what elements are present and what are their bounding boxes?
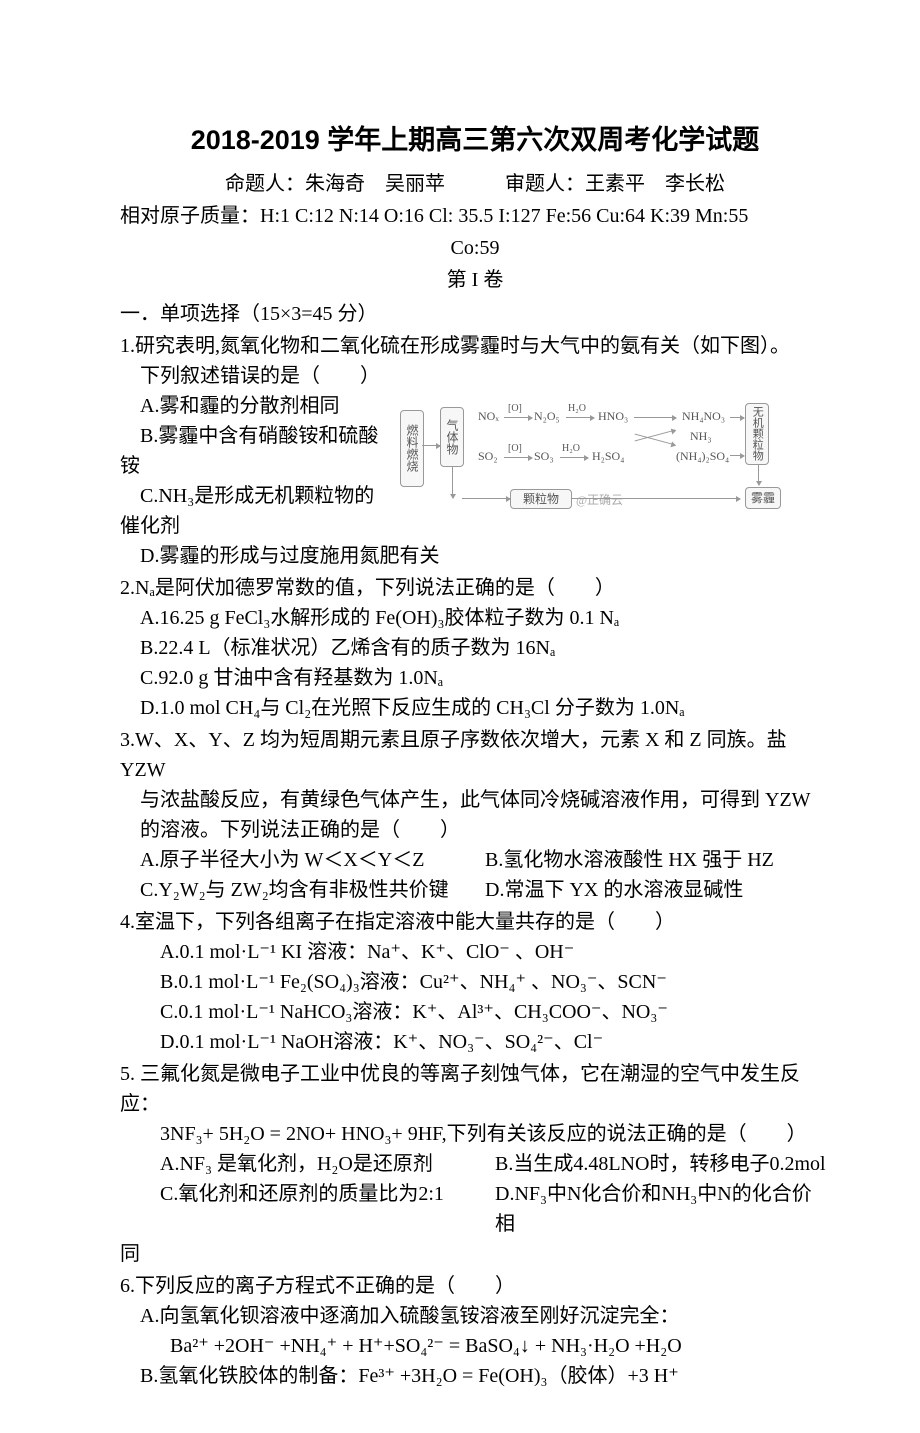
haze-diagram: 燃料燃烧 气体物 NOₓ [O] N₂O₅ H₂O HNO₃ NH₄NO₃ NH…	[400, 395, 830, 515]
inorganic-particle-box: 无机颗粒物	[745, 403, 769, 465]
h2o-label-1: H₂O	[568, 401, 586, 416]
q5-opt-c: C.氧化剂和还原剂的质量比为2:1	[160, 1179, 495, 1239]
q6-opt-a-1: A.向氢氧化钡溶液中逐滴加入硫酸氢铵溶液至刚好沉淀完全：	[120, 1301, 830, 1331]
q6-opt-b: B.氢氧化铁胶体的制备：Fe³⁺ +3H₂O = Fe(OH)₃（胶体）+3 H…	[120, 1361, 830, 1391]
q5-line2: 应：	[120, 1089, 830, 1119]
q3-row-cd: C.Y₂W₂与 ZW₂均含有非极性共价键 D.常温下 YX 的水溶液显碱性	[120, 875, 830, 905]
arrow-r1c	[634, 417, 676, 418]
particle-box: 颗粒物	[510, 489, 572, 509]
arrow-inorg-2	[730, 455, 744, 456]
arrow-r1b	[566, 417, 594, 418]
arrow-haze-down	[758, 465, 759, 485]
q5-line1: 5. 三氟化氮是微电子工业中优良的等离子刻蚀气体，它在潮湿的空气中发生反	[120, 1059, 830, 1089]
q5-opt-d-cont: 同	[120, 1239, 830, 1269]
question-5: 5. 三氟化氮是微电子工业中优良的等离子刻蚀气体，它在潮湿的空气中发生反 应： …	[120, 1059, 830, 1269]
nox-label: NOₓ	[478, 407, 499, 425]
q6-stem: 6.下列反应的离子方程式不正确的是（ ）	[120, 1271, 830, 1301]
arrow-inorg-1	[730, 417, 744, 418]
q3-line1: 3.W、X、Y、Z 均为短周期元素且原子序数依次增大，元素 X 和 Z 同族。盐…	[120, 725, 830, 785]
fuel-box: 燃料燃烧	[400, 410, 424, 487]
authors-line: 命题人：朱海奇 吴丽苹 审题人：王素平 李长松	[120, 169, 830, 199]
o-label-2: [O]	[508, 441, 522, 456]
q2-stem: 2.Nₐ是阿伏加德罗常数的值，下列说法正确的是（ ）	[120, 573, 830, 603]
exam-title: 2018-2019 学年上期高三第六次双周考化学试题	[120, 120, 830, 161]
question-4: 4.室温下，下列各组离子在指定溶液中能大量共存的是（ ） A.0.1 mol·L…	[120, 907, 830, 1057]
atomic-mass-line-2: Co:59	[120, 233, 830, 263]
q2-opt-c: C.92.0 g 甘油中含有羟基数为 1.0Nₐ	[120, 663, 830, 693]
arrow-particle-down	[452, 467, 453, 498]
question-1: 1.研究表明,氮氧化物和二氧化硫在形成雾霾时与大气中的氨有关（如下图）。 下列叙…	[120, 331, 830, 571]
q6-opt-a-2: Ba²⁺ +2OH⁻ +NH₄⁺ + H⁺+SO₄²⁻ = BaSO₄↓ + N…	[120, 1331, 830, 1361]
q4-opt-b: B.0.1 mol·L⁻¹ Fe₂(SO₄)₃溶液：Cu²⁺、NH₄⁺ 、NO₃…	[120, 967, 830, 997]
q3-opt-c: C.Y₂W₂与 ZW₂均含有非极性共价键	[140, 875, 485, 905]
q3-row-ab: A.原子半径大小为 W＜X＜Y＜Z B.氢化物水溶液酸性 HX 强于 HZ	[120, 845, 830, 875]
q4-opt-a: A.0.1 mol·L⁻¹ KI 溶液：Na⁺、K⁺、ClO⁻ 、OH⁻	[120, 937, 830, 967]
q2-opt-d: D.1.0 mol CH₄与 Cl₂在光照下反应生成的 CH₃Cl 分子数为 1…	[120, 693, 830, 723]
section-1-header: 一．单项选择（15×3=45 分）	[120, 299, 830, 329]
hno3-label: HNO₃	[598, 407, 628, 425]
arrow-r2b	[560, 457, 588, 458]
n2o5-label: N₂O₅	[534, 407, 560, 425]
q1-stem: 1.研究表明,氮氧化物和二氧化硫在形成雾霾时与大气中的氨有关（如下图）。	[120, 331, 830, 361]
arrow-r2a	[504, 457, 532, 458]
q3-line3: 的溶液。下列说法正确的是（ ）	[120, 815, 830, 845]
q5-opt-b: B.当生成4.48LNO时，转移电子0.2mol	[495, 1149, 830, 1179]
haze-box: 雾霾	[745, 487, 781, 509]
arrow-1	[422, 445, 440, 446]
q1-opt-d: D.雾霾的形成与过度施用氮肥有关	[120, 541, 830, 571]
watermark: @正确云	[576, 491, 623, 509]
page: 2018-2019 学年上期高三第六次双周考化学试题 命题人：朱海奇 吴丽苹 审…	[0, 0, 920, 1433]
q1-opt-c-2: 催化剂	[120, 511, 830, 541]
q3-opt-d: D.常温下 YX 的水溶液显碱性	[485, 875, 830, 905]
q5-opt-a: A.NF₃ 是氧化剂，H₂O是还原剂	[160, 1149, 495, 1179]
nh3-label: NH₃	[690, 427, 712, 445]
so2-label: SO₂	[478, 447, 498, 465]
q5-opt-d: D.NF₃中N化合价和NH₃中N的化合价相	[495, 1179, 830, 1239]
q4-opt-d: D.0.1 mol·L⁻¹ NaOH溶液：K⁺、NO₃⁻、SO₄²⁻、Cl⁻	[120, 1027, 830, 1057]
arrow-particle-out	[572, 498, 740, 499]
so3-label: SO₃	[534, 447, 554, 465]
q3-opt-a: A.原子半径大小为 W＜X＜Y＜Z	[140, 845, 485, 875]
h2o-label-2: H₂O	[562, 441, 580, 456]
o-label-1: [O]	[508, 401, 522, 416]
gas-box: 气体物	[440, 407, 464, 467]
q3-opt-b: B.氢化物水溶液酸性 HX 强于 HZ	[485, 845, 830, 875]
q3-line2: 与浓盐酸反应，有黄绿色气体产生，此气体同冷烧碱溶液作用，可得到 YZW	[120, 785, 830, 815]
q5-row-cd: C.氧化剂和还原剂的质量比为2:1 D.NF₃中N化合价和NH₃中N的化合价相	[120, 1179, 830, 1239]
q1-line2: 下列叙述错误的是（ ）	[120, 361, 830, 391]
nh4no3-label: NH₄NO₃	[682, 407, 725, 425]
question-3: 3.W、X、Y、Z 均为短周期元素且原子序数依次增大，元素 X 和 Z 同族。盐…	[120, 725, 830, 905]
q4-stem: 4.室温下，下列各组离子在指定溶液中能大量共存的是（ ）	[120, 907, 830, 937]
arrow-r1a	[504, 417, 532, 418]
volume-label: 第 I 卷	[120, 265, 830, 295]
nh42so4-label: (NH₄)₂SO₄	[676, 447, 729, 465]
q5-row-ab: A.NF₃ 是氧化剂，H₂O是还原剂 B.当生成4.48LNO时，转移电子0.2…	[120, 1149, 830, 1179]
question-2: 2.Nₐ是阿伏加德罗常数的值，下列说法正确的是（ ） A.16.25 g FeC…	[120, 573, 830, 723]
q2-opt-a: A.16.25 g FeCl₃水解形成的 Fe(OH)₃胶体粒子数为 0.1 N…	[120, 603, 830, 633]
q5-equation: 3NF₃+ 5H₂O = 2NO+ HNO₃+ 9HF,下列有关该反应的说法正确…	[120, 1119, 830, 1149]
h2so4-label: H₂SO₄	[592, 447, 624, 465]
q2-opt-b: B.22.4 L（标准状况）乙烯含有的质子数为 16Nₐ	[120, 633, 830, 663]
q4-opt-c: C.0.1 mol·L⁻¹ NaHCO₃溶液：K⁺、Al³⁺、CH₃COO⁻、N…	[120, 997, 830, 1027]
arrow-particle-in	[462, 498, 510, 499]
atomic-mass-line-1: 相对原子质量：H:1 C:12 N:14 O:16 Cl: 35.5 I:127…	[120, 201, 830, 231]
question-6: 6.下列反应的离子方程式不正确的是（ ） A.向氢氧化钡溶液中逐滴加入硫酸氢铵溶…	[120, 1271, 830, 1391]
